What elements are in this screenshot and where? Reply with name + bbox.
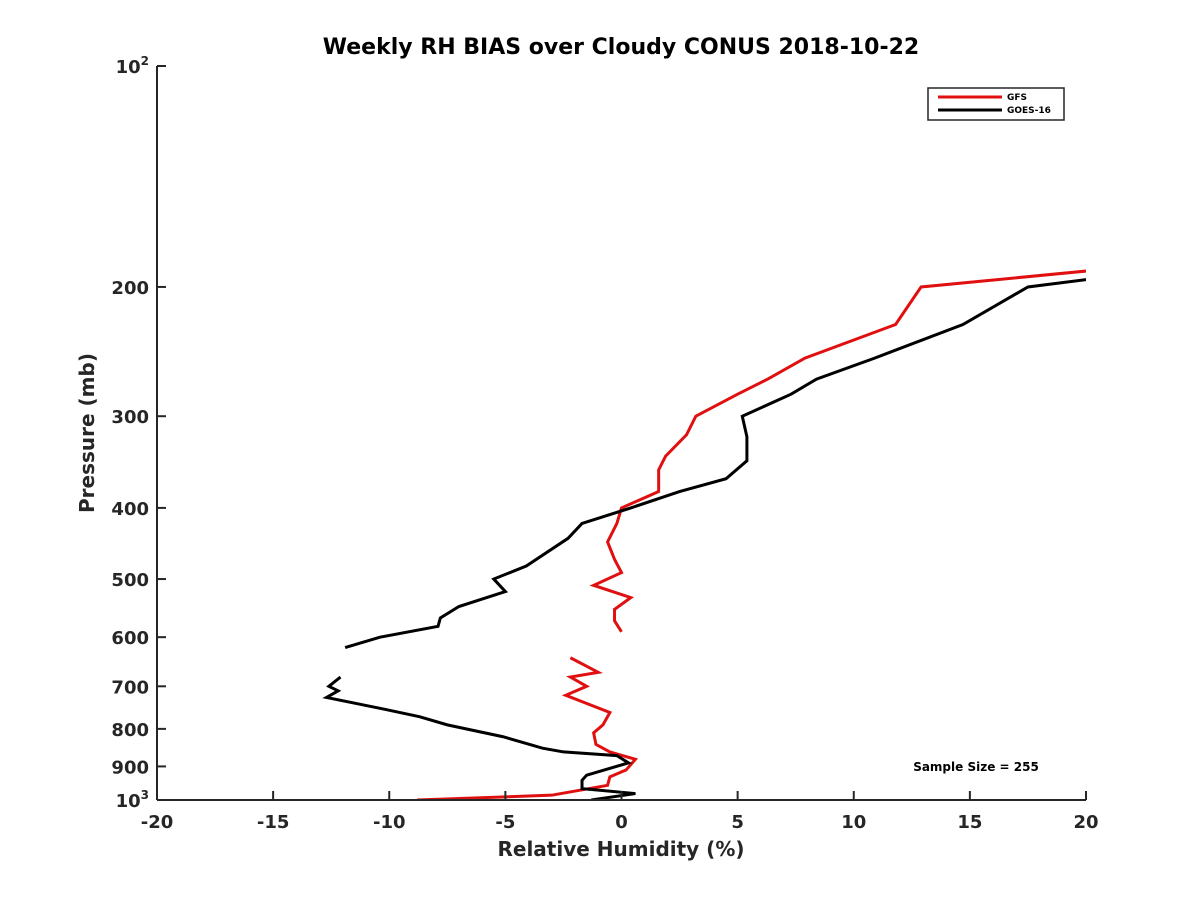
- x-tick-label: 5: [731, 812, 744, 833]
- x-tick-label: 0: [615, 812, 628, 833]
- x-tick-label: -5: [495, 812, 515, 833]
- series-line-gfs-segment-2: [417, 656, 639, 800]
- x-tick-label: 15: [957, 812, 982, 833]
- y-tick-label: 103: [116, 788, 149, 812]
- chart-title: Weekly RH BIAS over Cloudy CONUS 2018-10…: [323, 35, 919, 60]
- legend: GFS GOES-16: [927, 87, 1065, 121]
- series-line-gfs-segment-1: [589, 269, 1086, 633]
- y-tick-label: 900: [111, 757, 149, 778]
- y-tick-label: 300: [111, 407, 149, 428]
- y-tick-label: 200: [111, 278, 149, 299]
- y-tick-label: 500: [111, 570, 149, 591]
- y-tick-label: 400: [111, 499, 149, 520]
- y-tick-label: 102: [116, 54, 149, 78]
- y-tick-label: 800: [111, 720, 149, 741]
- x-tick-label: -15: [257, 812, 290, 833]
- series-line-goes16-segment-1: [322, 675, 636, 800]
- legend-label-gfs: GFS: [1007, 93, 1027, 103]
- y-tick-label: 600: [111, 628, 149, 649]
- series-line-goes16: [344, 278, 1086, 650]
- legend-label-goes16: GOES-16: [1007, 106, 1051, 116]
- series-line-gfs: [1098, 124, 1107, 140]
- y-axis-label: Pressure (mb): [75, 353, 99, 513]
- x-tick-label: 10: [841, 812, 866, 833]
- x-tick-label: 20: [1073, 812, 1098, 833]
- x-tick-label: -10: [373, 812, 406, 833]
- y-tick-label: 700: [111, 677, 149, 698]
- x-axis-label: Relative Humidity (%): [497, 837, 744, 861]
- sample-size-annotation: Sample Size = 255: [913, 760, 1039, 774]
- x-tick-label: -20: [141, 812, 174, 833]
- legend-box: [927, 87, 1065, 121]
